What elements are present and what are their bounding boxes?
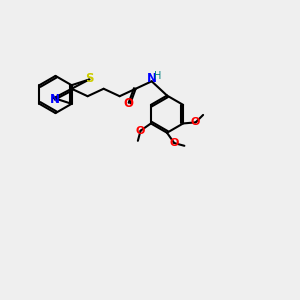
Text: H: H: [154, 71, 161, 81]
Text: O: O: [136, 126, 145, 136]
Text: N: N: [50, 93, 60, 106]
Text: S: S: [85, 72, 94, 85]
Text: N: N: [146, 72, 156, 85]
Text: O: O: [191, 117, 200, 128]
Text: O: O: [124, 97, 134, 110]
Text: O: O: [169, 138, 179, 148]
